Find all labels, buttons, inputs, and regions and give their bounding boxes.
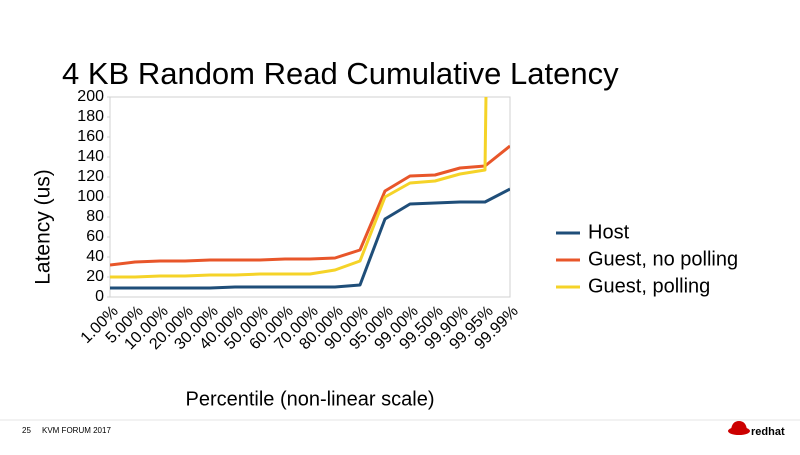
chart-title: 4 KB Random Read Cumulative Latency xyxy=(62,56,619,91)
y-tick-label: 80 xyxy=(86,208,104,225)
y-tick-label: 0 xyxy=(95,288,104,305)
y-tick-label: 60 xyxy=(86,228,104,245)
event-name: KVM FORUM 2017 xyxy=(42,426,111,435)
logo: redhat xyxy=(728,421,785,438)
logo-crown xyxy=(731,421,747,430)
series-line xyxy=(110,144,510,267)
legend-label: Host xyxy=(588,221,630,243)
y-tick-label: 200 xyxy=(77,88,104,105)
x-axis-title: Percentile (non-linear scale) xyxy=(185,388,434,410)
y-tick-label: 140 xyxy=(77,148,104,165)
legend-label: Guest, no polling xyxy=(588,248,738,270)
y-tick-label: 100 xyxy=(77,188,104,205)
plot-area xyxy=(110,97,510,290)
y-tick-label: 180 xyxy=(77,108,104,125)
y-tick-label: 160 xyxy=(77,128,104,145)
series-line xyxy=(110,97,488,279)
y-tick-label: 20 xyxy=(86,268,104,285)
plot-frame xyxy=(109,96,511,298)
y-tick-label: 40 xyxy=(86,248,104,265)
y-axis-title: Latency (us) xyxy=(32,169,55,285)
y-tick-label: 120 xyxy=(77,168,104,185)
logo-text: redhat xyxy=(751,426,785,438)
legend-label: Guest, polling xyxy=(588,275,710,297)
series-line xyxy=(110,187,510,290)
page-number: 25 xyxy=(22,426,31,435)
